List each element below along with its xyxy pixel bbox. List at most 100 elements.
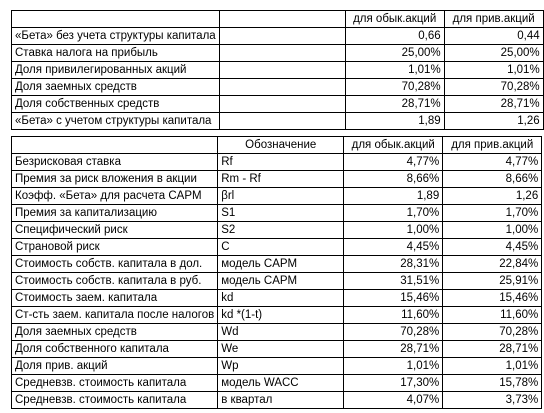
table-row: Стоимость собств. капитала в дол. модель …	[10, 255, 543, 273]
cell-code	[218, 27, 346, 45]
cell-label: Коэфф. «Бета» для расчета CAPM	[10, 187, 219, 205]
cell-common: 4,77%	[343, 153, 444, 171]
cell-pref: 1,01%	[443, 61, 544, 79]
cell-label: Ставка налога на прибыль	[11, 44, 220, 62]
table-row: Доля прив. акций Wp 1,01% 1,01%	[10, 357, 543, 375]
cell-pref: 4,77%	[442, 153, 543, 171]
cell-pref: 8,66%	[442, 170, 543, 188]
header-row: Обозначение для обык.акций для прив.акций	[10, 136, 543, 154]
cell-code: модель CAPM	[217, 255, 345, 273]
cell-common: 4,07%	[343, 391, 444, 409]
cell-code	[218, 78, 346, 96]
table-row: Доля заемных средств Wd 70,28% 70,28%	[10, 323, 543, 341]
table-row: Средневзв. стоимость капитала модель WACC…	[10, 374, 543, 392]
cell-label: Средневзв. стоимость капитала	[10, 391, 219, 409]
cell-label: Стоимость собств. капитала в дол.	[10, 255, 219, 273]
cell-label: Стоимость заем. капитала	[10, 289, 219, 307]
cell-code	[218, 61, 346, 79]
header-cell-1: Обозначение	[217, 136, 345, 154]
cell-code: модель WACC	[217, 374, 345, 392]
cell-common: 70,28%	[344, 78, 445, 96]
cell-pref: 15,46%	[442, 289, 543, 307]
table-row: Специфический риск S2 1,00% 1,00%	[10, 221, 543, 239]
cell-label: Доля привилегированных акций	[11, 61, 220, 79]
cell-pref: 1,01%	[442, 357, 543, 375]
cell-label: Страновой риск	[10, 238, 219, 256]
cell-code: We	[217, 340, 345, 358]
header-cell-1	[218, 10, 346, 28]
cell-common: 11,60%	[343, 306, 444, 324]
cell-label: Доля заемных средств	[10, 323, 219, 341]
beta-structure-table: для обык.акций для прив.акций «Бета» без у…	[11, 10, 544, 130]
cell-code	[218, 44, 346, 62]
cell-code: S1	[217, 204, 345, 222]
cell-code	[218, 95, 346, 113]
cell-code: βrl	[217, 187, 345, 205]
cell-code: kd *(1-t)	[217, 306, 345, 324]
table-row: Ст-сть заем. капитала после налогов kd *(…	[10, 306, 543, 324]
cell-code	[218, 112, 346, 130]
cell-label: Ст-сть заем. капитала после налогов	[10, 306, 219, 324]
table-row: Стоимость заем. капитала kd 15,46% 15,46%	[10, 289, 543, 307]
cell-common: 4,45%	[343, 238, 444, 256]
cell-label: Специфический риск	[10, 221, 219, 239]
header-cell-3: для прив.акций	[442, 136, 543, 154]
cell-code: kd	[217, 289, 345, 307]
cell-pref: 15,78%	[442, 374, 543, 392]
cell-common: 1,89	[343, 187, 444, 205]
cell-common: 1,01%	[343, 357, 444, 375]
cell-common: 0,66	[344, 27, 445, 45]
header-cell-0	[10, 136, 219, 154]
cell-pref: 70,28%	[442, 323, 543, 341]
cell-pref: 25,91%	[442, 272, 543, 290]
table-row: Доля собственных средств 28,71% 28,71%	[11, 95, 544, 113]
cell-pref: 25,00%	[443, 44, 544, 62]
cell-pref: 0,44	[443, 27, 544, 45]
cell-label: «Бета» с учетом структуры капитала	[11, 112, 220, 130]
cell-pref: 1,70%	[442, 204, 543, 222]
table-row: Страновой риск C 4,45% 4,45%	[10, 238, 543, 256]
cell-code: Rf	[217, 153, 345, 171]
table-row: «Бета» с учетом структуры капитала 1,89 1,…	[11, 112, 544, 130]
cell-code: Wp	[217, 357, 345, 375]
cell-pref: 28,71%	[443, 95, 544, 113]
cell-code: Wd	[217, 323, 345, 341]
cell-pref: 1,26	[442, 187, 543, 205]
table-row: Премия за капитализацию S1 1,70% 1,70%	[10, 204, 543, 222]
cell-label: Премия за капитализацию	[10, 204, 219, 222]
cell-label: Доля прив. акций	[10, 357, 219, 375]
cell-common: 1,89	[344, 112, 445, 130]
table-row: Стоимость собств. капитала в руб. модель …	[10, 272, 543, 290]
cell-common: 17,30%	[343, 374, 444, 392]
table-row: Коэфф. «Бета» для расчета CAPM βrl 1,89 1,2…	[10, 187, 543, 205]
cost-of-capital-table: Обозначение для обык.акций для прив.акций Б…	[10, 136, 543, 409]
cell-label: Доля собственных средств	[11, 95, 220, 113]
cell-pref: 70,28%	[443, 78, 544, 96]
table-row: Доля заемных средств 70,28% 70,28%	[11, 78, 544, 96]
cell-code: S2	[217, 221, 345, 239]
cell-common: 28,71%	[343, 340, 444, 358]
cell-common: 15,46%	[343, 289, 444, 307]
cell-common: 31,51%	[343, 272, 444, 290]
cell-label: Премия за риск вложения в акции	[10, 170, 219, 188]
cell-label: Средневзв. стоимость капитала	[10, 374, 219, 392]
cell-common: 70,28%	[343, 323, 444, 341]
beta-structure-table-body: для обык.акций для прив.акций «Бета» без у…	[11, 10, 544, 130]
cell-pref: 28,71%	[442, 340, 543, 358]
cell-label: Доля заемных средств	[11, 78, 220, 96]
header-row: для обык.акций для прив.акций	[11, 10, 544, 28]
table-row: Ставка налога на прибыль 25,00% 25,00%	[11, 44, 544, 62]
cell-pref: 1,00%	[442, 221, 543, 239]
header-cell-2: для обык.акций	[344, 10, 445, 28]
table-row: Доля привилегированных акций 1,01% 1,01%	[11, 61, 544, 79]
table-row: Средневзв. стоимость капитала в квартал 4,…	[10, 391, 543, 409]
cell-common: 8,66%	[343, 170, 444, 188]
cell-code: в квартал	[217, 391, 345, 409]
cell-pref: 1,26	[443, 112, 544, 130]
cell-common: 1,01%	[344, 61, 445, 79]
header-cell-3: для прив.акций	[443, 10, 544, 28]
cell-label: «Бета» без учета структуры капитала	[11, 27, 220, 45]
cell-label: Безрисковая ставка	[10, 153, 219, 171]
cell-code: Rm - Rf	[217, 170, 345, 188]
cell-code: C	[217, 238, 345, 256]
